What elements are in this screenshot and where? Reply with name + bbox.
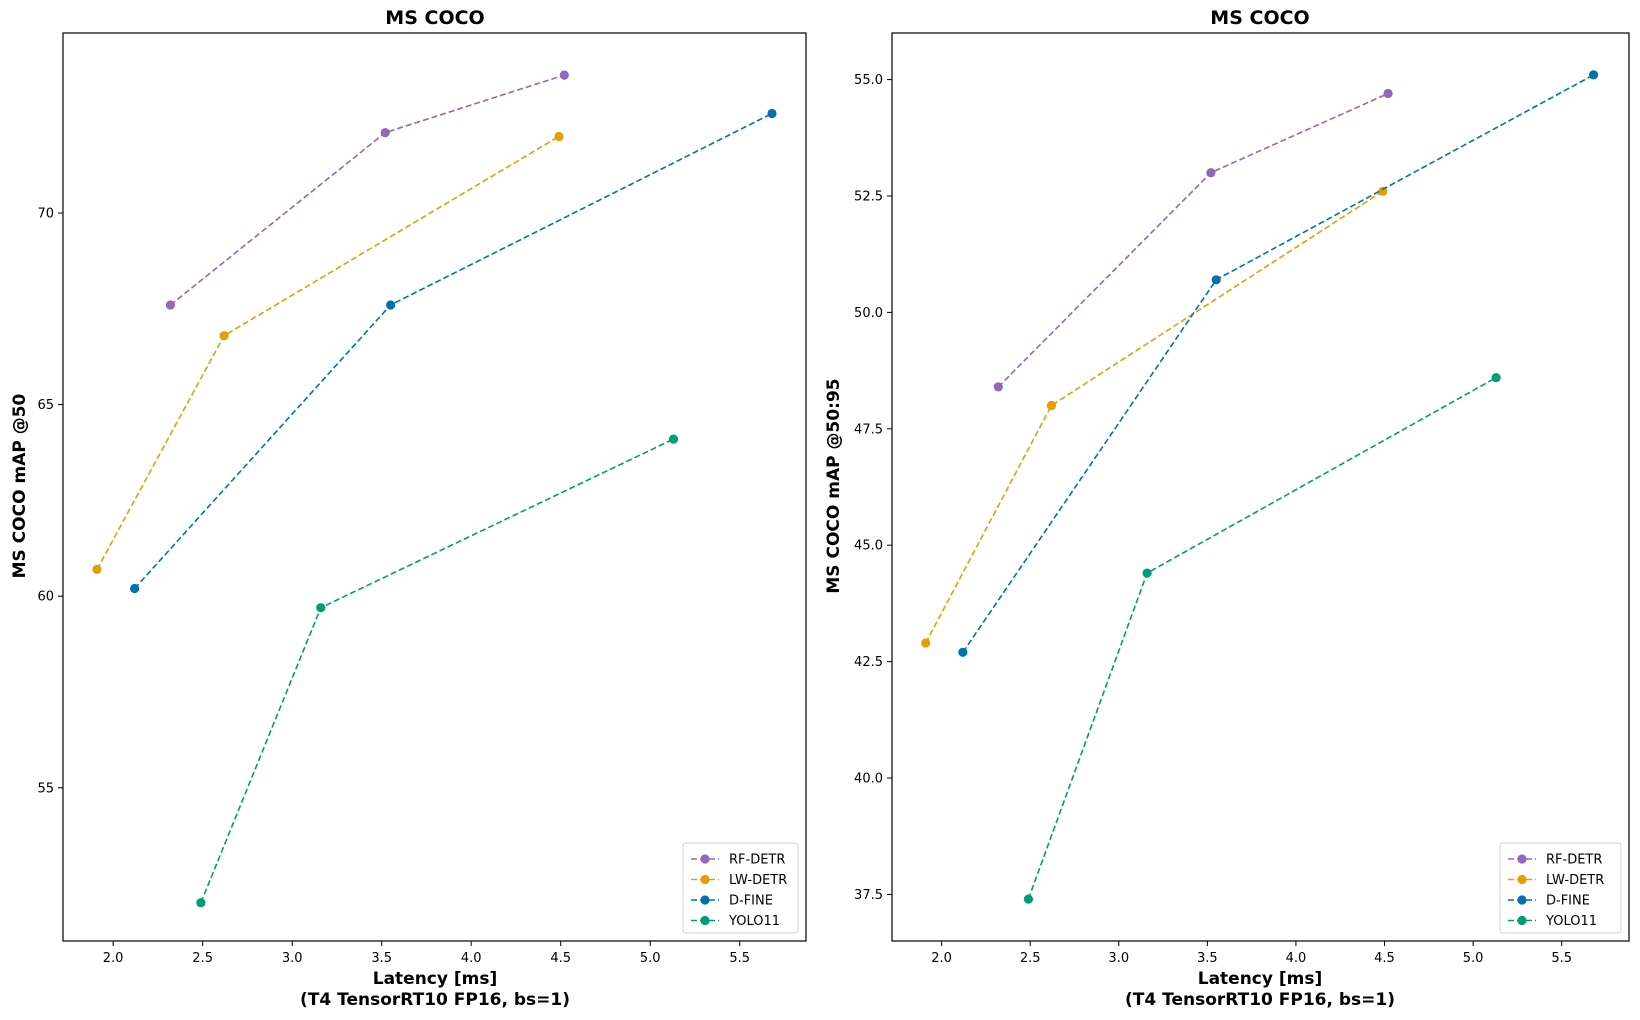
plot-frame <box>891 32 1630 942</box>
data-point <box>1588 70 1599 80</box>
x-tick-label: 5.5 <box>729 951 750 966</box>
x-tick-label: 3.0 <box>1108 951 1129 966</box>
x-tick-label: 2.5 <box>1020 951 1041 966</box>
y-tick-label: 65 <box>37 398 54 413</box>
legend-entry-label: D-FINE <box>729 894 773 909</box>
series-line-lw-detr <box>96 135 560 570</box>
y-tick-label: 42.5 <box>854 655 883 670</box>
x-tick-label: 5.5 <box>1551 951 1572 966</box>
legend: RF-DETR LW-DETR D-FINE YOLO11 <box>1499 842 1622 934</box>
data-point <box>1491 372 1501 383</box>
data-point <box>165 300 176 310</box>
data-point <box>1023 894 1034 904</box>
x-tick-label: 5.0 <box>1463 951 1484 966</box>
legend-entry-label: D-FINE <box>1546 894 1590 909</box>
data-point <box>668 434 679 444</box>
series-line-rf-detr <box>997 92 1389 388</box>
x-tick-label: 4.0 <box>461 951 482 966</box>
y-tick-label: 70 <box>37 207 54 222</box>
data-point <box>380 128 390 138</box>
data-point <box>196 898 206 908</box>
data-point <box>1211 275 1221 285</box>
x-tick-label: 3.5 <box>371 951 392 966</box>
x-ticks: 2.0 2.5 3.0 3.5 4.0 4.5 5.0 5.5 <box>931 941 1572 966</box>
y-tick-label: 60 <box>37 590 54 605</box>
series-line-yolo11 <box>200 438 674 904</box>
chart-map50: MS COCO 2.0 2.5 3.0 3.5 4.0 4.5 5.0 5.5 55 60 65 7… <box>10 7 807 1010</box>
y-tick-label: 45.0 <box>854 539 883 554</box>
series-line-rf-detr <box>169 74 565 306</box>
legend-marker <box>700 895 710 905</box>
x-tick-label: 3.0 <box>282 951 303 966</box>
y-tick-label: 47.5 <box>854 422 883 437</box>
series-line-d-fine <box>134 112 773 590</box>
data-point <box>92 564 102 574</box>
legend-box <box>682 842 799 934</box>
y-ticks: 55 60 65 70 <box>37 207 63 796</box>
x-axis-sublabel: (T4 TensorRT10 FP16, bs=1) <box>1125 990 1395 1010</box>
chart-title: MS COCO <box>1210 7 1309 29</box>
y-ticks: 37.5 40.0 42.5 45.0 47.5 50.0 52.5 55.0 <box>854 73 892 903</box>
legend: RF-DETR LW-DETR D-FINE YOLO11 <box>682 842 799 934</box>
chart-title: MS COCO <box>385 7 484 29</box>
series-line-d-fine <box>962 74 1594 653</box>
data-point <box>554 131 564 142</box>
data-point <box>559 70 569 80</box>
series-line-yolo11 <box>1027 376 1497 900</box>
data-point <box>1383 88 1393 99</box>
x-tick-label: 5.0 <box>640 951 661 966</box>
legend-marker <box>1517 915 1527 926</box>
legend-entry-label: YOLO11 <box>1545 914 1597 929</box>
data-point <box>1142 568 1152 578</box>
legend-entry-label: RF-DETR <box>1546 853 1602 868</box>
y-tick-label: 55.0 <box>854 73 883 88</box>
data-point <box>1206 168 1216 178</box>
x-ticks: 2.0 2.5 3.0 3.5 4.0 4.5 5.0 5.5 <box>103 941 750 966</box>
x-axis-sublabel: (T4 TensorRT10 FP16, bs=1) <box>300 990 570 1010</box>
series-layer <box>92 70 777 908</box>
x-tick-label: 4.0 <box>1286 951 1307 966</box>
data-point <box>958 647 968 657</box>
x-tick-label: 2.0 <box>931 951 952 966</box>
data-point <box>316 603 326 613</box>
data-point <box>767 108 777 119</box>
data-point <box>921 638 931 648</box>
x-axis-label: Latency [ms] <box>373 969 498 989</box>
plot-frame <box>62 32 807 942</box>
data-point <box>993 382 1003 392</box>
y-tick-label: 55 <box>37 781 54 796</box>
x-axis-label: Latency [ms] <box>1198 969 1323 989</box>
data-point <box>130 583 140 594</box>
legend-marker <box>700 854 710 864</box>
legend-entry-label: LW-DETR <box>729 873 787 888</box>
chart-map50-95: MS COCO 2.0 2.5 3.0 3.5 4.0 4.5 5.0 5.5 37.5 40.… <box>824 7 1630 1010</box>
x-tick-label: 4.5 <box>1374 951 1395 966</box>
x-tick-label: 2.5 <box>192 951 213 966</box>
legend-marker <box>1517 874 1527 885</box>
y-tick-label: 50.0 <box>854 306 883 321</box>
legend-entry-label: YOLO11 <box>728 914 780 929</box>
data-point <box>386 300 396 310</box>
data-point <box>1046 400 1057 411</box>
y-axis-label: MS COCO mAP @50 <box>10 393 30 578</box>
legend-entry-label: LW-DETR <box>1546 873 1604 888</box>
legend-marker <box>1517 895 1527 905</box>
series-line-lw-detr <box>924 190 1384 644</box>
legend-marker <box>700 915 710 926</box>
legend-marker <box>700 874 710 885</box>
y-axis-label: MS COCO mAP @50:95 <box>824 378 844 593</box>
series-layer <box>921 70 1599 904</box>
x-tick-label: 4.5 <box>550 951 571 966</box>
y-tick-label: 52.5 <box>854 189 883 204</box>
data-point <box>219 331 229 341</box>
y-tick-label: 40.0 <box>854 772 883 787</box>
legend-entry-label: RF-DETR <box>729 853 785 868</box>
x-tick-label: 2.0 <box>103 951 124 966</box>
legend-marker <box>1517 854 1527 864</box>
y-tick-label: 37.5 <box>854 888 883 903</box>
x-tick-label: 3.5 <box>1197 951 1218 966</box>
legend-box <box>1499 842 1622 934</box>
